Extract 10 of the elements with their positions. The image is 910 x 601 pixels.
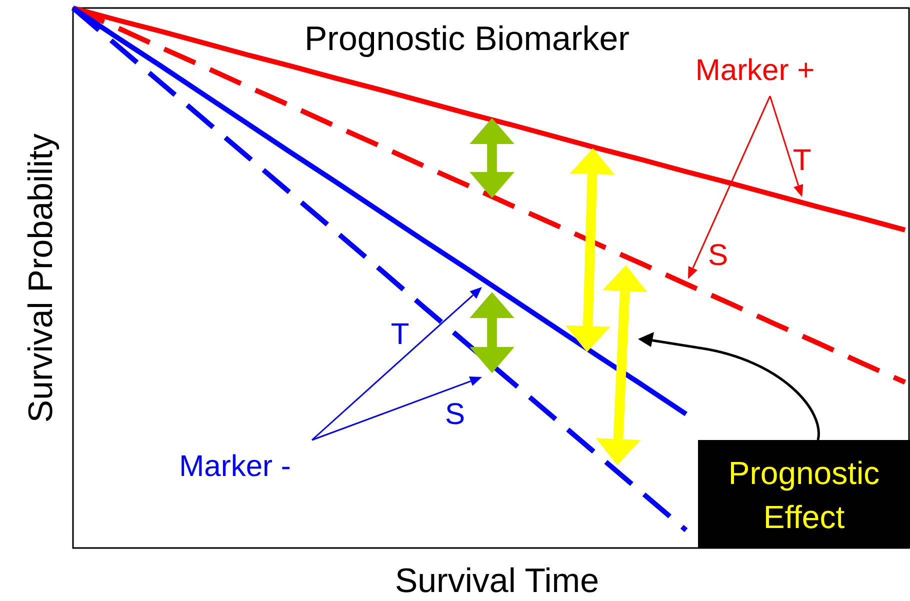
- annotation: Marker -: [179, 450, 291, 483]
- annotation: Marker +: [695, 54, 815, 87]
- annotation: S: [444, 398, 466, 431]
- y-axis-title: Survival Probability: [22, 133, 60, 423]
- annotation: S: [708, 239, 728, 272]
- annotation: Prognostic Effect: [728, 455, 880, 535]
- x-axis-title: Survival Time: [394, 562, 600, 600]
- annotation: T: [792, 144, 812, 177]
- annotation: T: [390, 318, 410, 351]
- chart-title: Prognostic Biomarker: [304, 20, 630, 58]
